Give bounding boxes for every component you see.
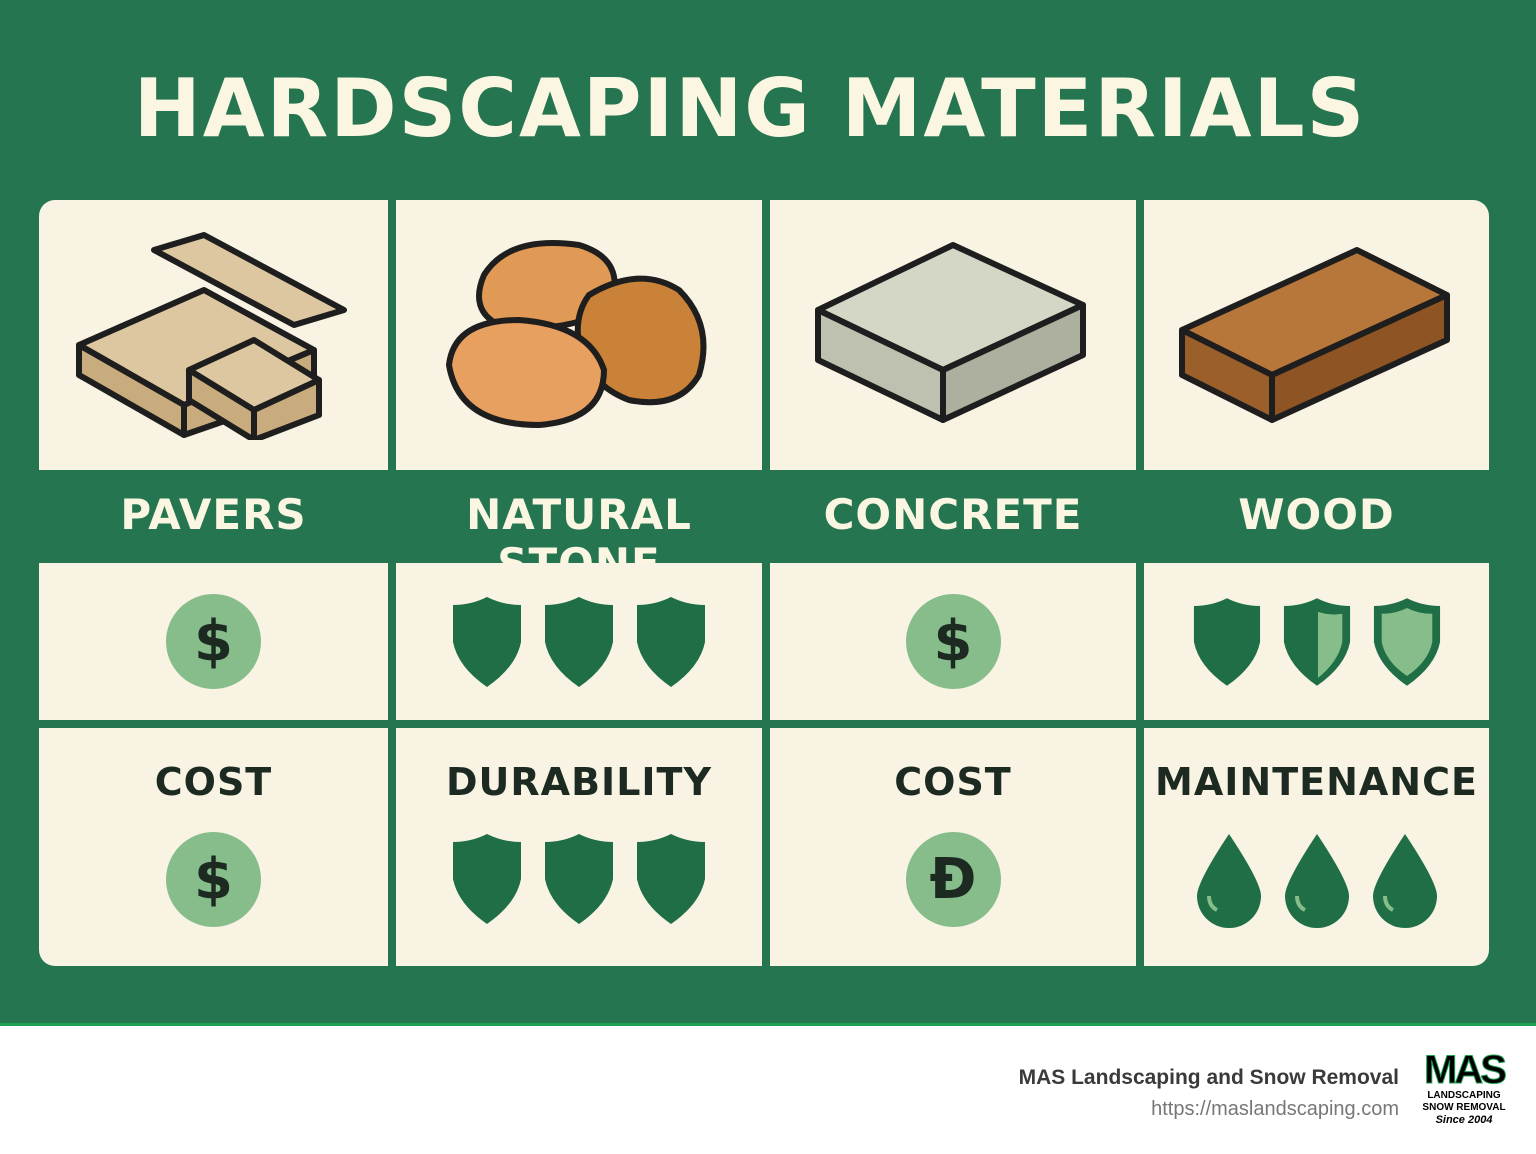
concrete-image-cell: [770, 200, 1136, 470]
pavers-icon: [75, 232, 347, 440]
footer-company-name: MAS Landscaping and Snow Removal: [1018, 1066, 1399, 1089]
durability-icons: [396, 834, 762, 924]
material-label-concrete: CONCRETE: [823, 490, 1083, 539]
attribute-label: COST: [894, 760, 1012, 804]
page-title: HARDSCAPING MATERIALS: [133, 62, 1367, 155]
stones-icon: [446, 240, 707, 428]
wood-image-cell: [1144, 200, 1489, 470]
shield-icon: [637, 596, 705, 687]
footer-url[interactable]: https://maslandscaping.com: [1151, 1098, 1399, 1120]
maintenance-icons: [1144, 832, 1489, 928]
wood-rating-cell: [1144, 563, 1489, 720]
wood-plank-icon: [1178, 247, 1450, 423]
shield-full-icon: [1193, 597, 1260, 686]
material-label-wood: WOOD: [1238, 490, 1395, 539]
cost-icons: $: [39, 832, 388, 927]
company-logo: MAS LANDSCAPING SNOW REMOVAL Since 2004: [1422, 1050, 1506, 1126]
shield-icon: [453, 596, 521, 687]
water-drop-icon: [1284, 834, 1349, 928]
attribute-label: MAINTENANCE: [1155, 760, 1478, 804]
attribute-label: DURABILITY: [446, 760, 712, 804]
material-label-natural-stone: NATURAL STONE: [466, 490, 692, 588]
attribute-label: COST: [154, 760, 273, 804]
material-label-pavers: PAVERS: [120, 490, 307, 539]
dollar-coin-icon: $: [905, 594, 1001, 689]
dollar-coin-icon: $: [166, 594, 261, 689]
shield-outline-icon: [1373, 597, 1440, 686]
natural-stone-rating-cell: [396, 563, 762, 720]
concrete-rating-cell: $: [770, 563, 1136, 720]
shield-half-icon: [1283, 597, 1350, 686]
shield-icon: [545, 834, 613, 924]
concrete-slab-icon: [815, 242, 1086, 423]
cost-icons: Đ: [770, 832, 1136, 927]
infographic-panel: HARDSCAPING MATERIALS: [0, 0, 1536, 1026]
water-drop-icon: [1372, 834, 1437, 928]
shield-icon: [637, 834, 705, 924]
natural-stone-image-cell: [396, 200, 762, 470]
shield-icon: [545, 596, 613, 687]
pavers-image-cell: [39, 200, 388, 470]
dollar-coin-icon: $: [166, 832, 261, 927]
dollar-coin-icon: Đ: [905, 832, 1001, 927]
pavers-rating-cell: $: [39, 563, 388, 720]
shield-icon: [453, 834, 521, 924]
water-drop-icon: [1196, 834, 1261, 928]
